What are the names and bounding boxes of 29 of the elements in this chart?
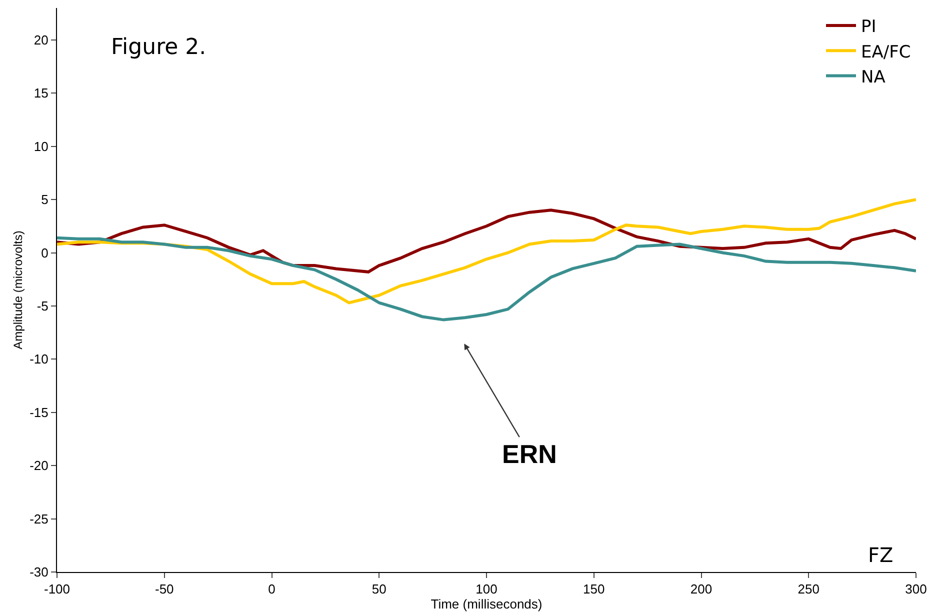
line-series: [57, 236, 916, 322]
y-tick-label: 20: [34, 32, 48, 48]
x-tick-label: -50: [154, 582, 174, 597]
x-tick-label: 50: [372, 582, 386, 597]
y-tick-label: -20: [30, 458, 48, 474]
x-tick-label: 200: [690, 582, 712, 597]
y-axis-title: Amplitude (microvolts): [10, 230, 25, 350]
legend-label: EA/FC: [861, 42, 911, 62]
y-tick-label: 5: [41, 192, 48, 208]
x-tick-label: 0: [268, 582, 276, 597]
x-tick-label: 250: [798, 582, 820, 597]
annotation: FZ: [868, 543, 894, 567]
legend-label: NA: [861, 67, 886, 88]
x-tick-label: -100: [44, 582, 70, 597]
annotation: Figure 2.: [111, 35, 206, 60]
y-tick-label: 0: [41, 245, 48, 260]
x-axis-title: Time (milliseconds): [430, 596, 542, 612]
x-tick-label: 100: [476, 582, 498, 597]
annotation: ERN: [502, 439, 557, 469]
y-tick-label: -15: [30, 404, 48, 420]
y-tick-label: -25: [30, 511, 48, 526]
y-tick-label: -5: [36, 298, 48, 314]
y-tick-label: -30: [30, 564, 48, 580]
y-tick-label: 15: [34, 86, 48, 101]
x-tick-label: 300: [905, 582, 927, 597]
legend-label: PI: [861, 17, 876, 38]
x-tick-label: 150: [583, 582, 605, 597]
y-tick-label: 10: [34, 138, 48, 154]
y-tick-label: -10: [30, 352, 48, 367]
